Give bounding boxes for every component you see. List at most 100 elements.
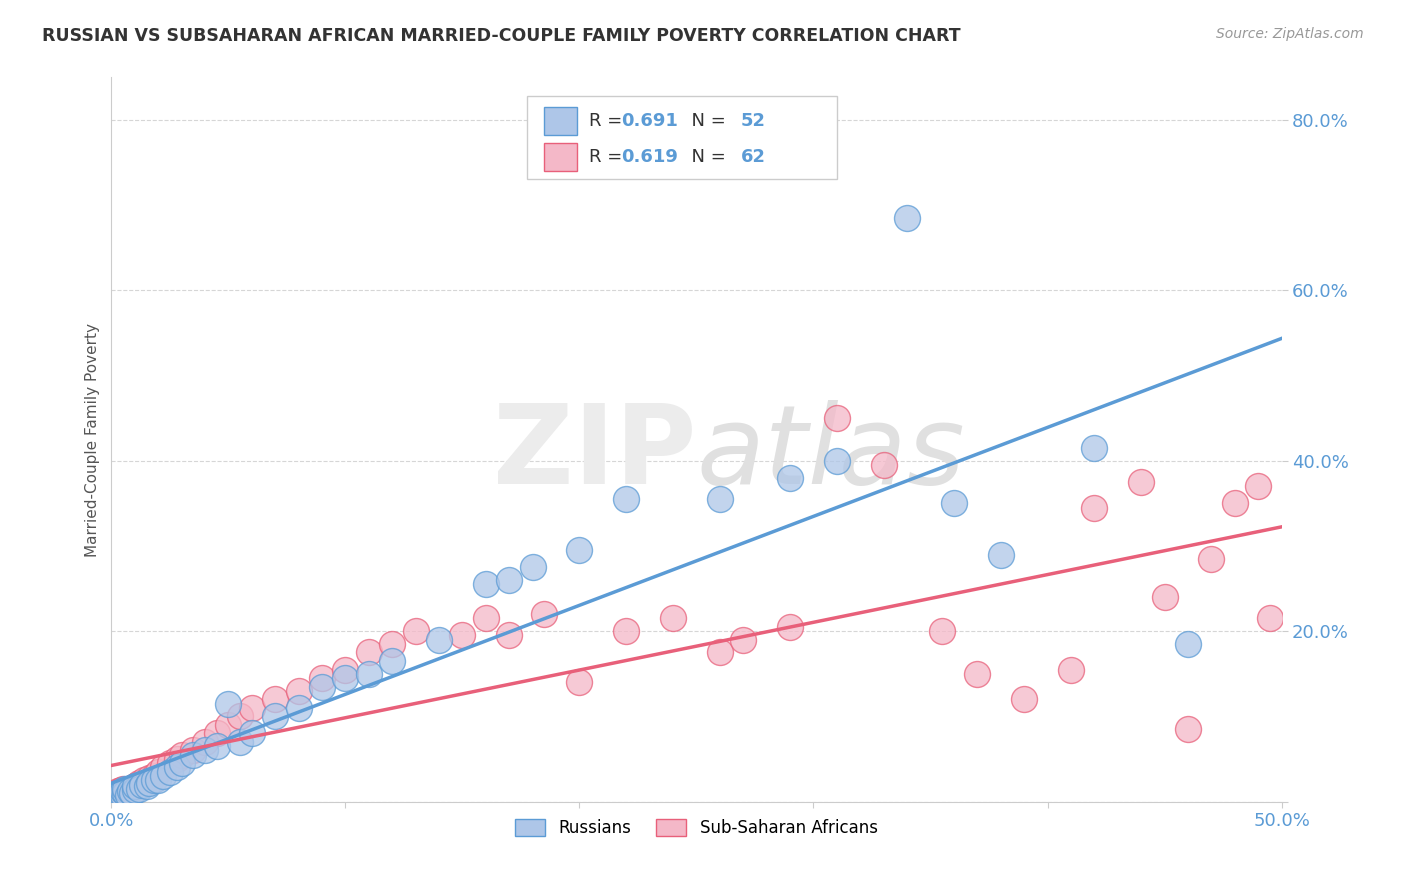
Point — [1258, 611, 1281, 625]
Point — [134, 773, 156, 788]
Point — [121, 786, 143, 800]
FancyBboxPatch shape — [527, 95, 837, 178]
Point — [131, 778, 153, 792]
Point — [942, 496, 965, 510]
Text: 0.691: 0.691 — [621, 112, 679, 130]
Point — [522, 560, 544, 574]
Point — [110, 788, 132, 802]
Point — [1177, 637, 1199, 651]
Point — [120, 784, 142, 798]
Point — [825, 411, 848, 425]
Bar — [544, 144, 576, 171]
Point — [107, 789, 129, 803]
Point — [381, 654, 404, 668]
Point — [117, 784, 139, 798]
Point — [128, 781, 150, 796]
Point — [1083, 500, 1105, 515]
Point — [205, 739, 228, 754]
Text: 0.619: 0.619 — [621, 148, 679, 166]
Point — [335, 671, 357, 685]
Point — [1247, 479, 1270, 493]
Legend: Russians, Sub-Saharan Africans: Russians, Sub-Saharan Africans — [509, 813, 884, 844]
Point — [159, 764, 181, 779]
Point — [533, 607, 555, 622]
Point — [357, 645, 380, 659]
Point — [1130, 475, 1153, 489]
Point — [451, 628, 474, 642]
Point — [568, 675, 591, 690]
Point — [1012, 692, 1035, 706]
Point — [148, 764, 170, 779]
Point — [110, 782, 132, 797]
Point — [105, 786, 128, 800]
Text: atlas: atlas — [696, 401, 965, 508]
Point — [966, 666, 988, 681]
Point — [568, 543, 591, 558]
Point — [114, 786, 136, 800]
Point — [1223, 496, 1246, 510]
Point — [114, 786, 136, 800]
Text: N =: N = — [681, 112, 731, 130]
Text: 52: 52 — [741, 112, 766, 130]
Point — [205, 726, 228, 740]
Point — [709, 492, 731, 507]
Point — [127, 778, 149, 792]
Point — [124, 779, 146, 793]
Point — [110, 789, 132, 803]
Point — [103, 788, 125, 802]
Point — [709, 645, 731, 659]
Point — [112, 781, 135, 796]
Point — [311, 671, 333, 685]
Point — [107, 784, 129, 798]
Point — [112, 788, 135, 802]
Point — [112, 784, 135, 798]
Point — [896, 211, 918, 225]
Point — [240, 701, 263, 715]
Text: Source: ZipAtlas.com: Source: ZipAtlas.com — [1216, 27, 1364, 41]
Point — [779, 620, 801, 634]
Point — [264, 692, 287, 706]
Point — [405, 624, 427, 639]
Point — [107, 790, 129, 805]
Point — [1060, 663, 1083, 677]
Point — [152, 760, 174, 774]
Point — [287, 683, 309, 698]
Point — [1153, 590, 1175, 604]
Point — [335, 663, 357, 677]
Point — [264, 709, 287, 723]
Point — [229, 709, 252, 723]
Point — [1201, 551, 1223, 566]
Point — [475, 611, 498, 625]
Point — [1083, 441, 1105, 455]
Text: ZIP: ZIP — [494, 401, 696, 508]
Point — [103, 791, 125, 805]
Point — [181, 747, 204, 762]
Point — [117, 788, 139, 802]
Point — [381, 637, 404, 651]
Point — [194, 743, 217, 757]
Point — [240, 726, 263, 740]
Point — [194, 735, 217, 749]
Point — [138, 776, 160, 790]
Point — [181, 743, 204, 757]
Point — [498, 573, 520, 587]
Point — [120, 782, 142, 797]
Text: N =: N = — [681, 148, 731, 166]
Point — [105, 789, 128, 804]
Point — [614, 624, 637, 639]
Y-axis label: Married-Couple Family Poverty: Married-Couple Family Poverty — [86, 323, 100, 557]
Text: RUSSIAN VS SUBSAHARAN AFRICAN MARRIED-COUPLE FAMILY POVERTY CORRELATION CHART: RUSSIAN VS SUBSAHARAN AFRICAN MARRIED-CO… — [42, 27, 960, 45]
Point — [112, 787, 135, 801]
Point — [311, 680, 333, 694]
Point — [931, 624, 953, 639]
Point — [427, 632, 450, 647]
Point — [114, 781, 136, 796]
Point — [825, 454, 848, 468]
Point — [733, 632, 755, 647]
Text: R =: R = — [589, 148, 628, 166]
Point — [614, 492, 637, 507]
Point — [357, 666, 380, 681]
Point — [124, 779, 146, 793]
Point — [662, 611, 685, 625]
Point — [128, 776, 150, 790]
